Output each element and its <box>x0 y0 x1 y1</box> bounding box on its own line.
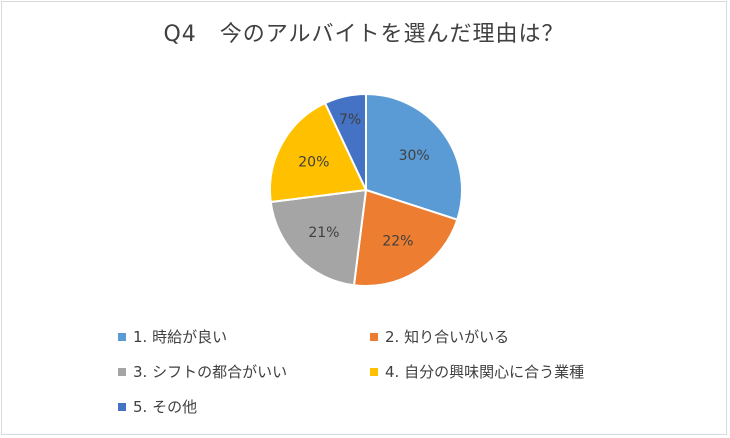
data-label: 22% <box>382 233 413 249</box>
pie-slice <box>269 188 368 287</box>
pie-slice <box>365 92 463 221</box>
data-label: 20% <box>298 154 329 170</box>
data-label: 21% <box>308 225 339 241</box>
pie-slice <box>323 92 367 191</box>
chart-title: Q4 今のアルバイトを選んだ理由は？ <box>163 22 565 47</box>
data-label: 7% <box>339 112 361 128</box>
pie-slice <box>352 188 459 287</box>
pie-slice <box>269 101 368 204</box>
data-label: 30% <box>399 148 430 164</box>
